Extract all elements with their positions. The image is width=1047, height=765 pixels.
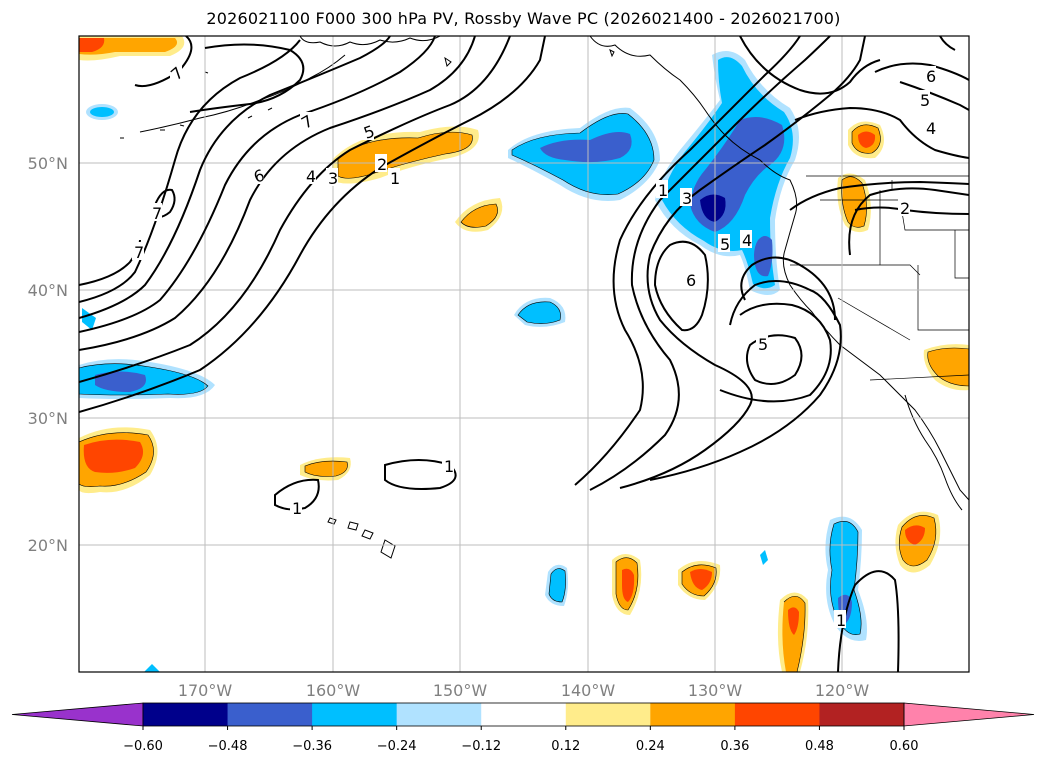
contour-labels: 7 7 6 5 4 3 2 1 7 7 1 1 1 3 [132,63,936,630]
colorbar-extend-min [11,702,144,727]
contour-label: 3 [682,189,692,208]
colorbar-segment [650,703,736,726]
lon-label: 140°W [561,681,616,700]
lon-label: 130°W [688,681,743,700]
colorbar-segment [481,703,567,726]
colorbar-tick-label: 0.24 [636,739,665,754]
colorbar-segment [734,703,820,726]
contour-label: 1 [658,181,668,200]
contour-label: 1 [292,499,302,518]
colorbar-segment [312,703,398,726]
contour-label: 1 [390,169,400,188]
colorbar: −0.60 −0.48 −0.36 −0.24 −0.12 0.12 0.24 0.36 0.4… [11,702,1035,754]
contour-label: 2 [377,155,387,174]
contour-label: 5 [758,335,768,354]
contour-label: 5 [720,235,730,254]
colorbar-border [142,702,905,727]
contour-label: 6 [686,271,696,290]
contour-label: 4 [926,119,936,138]
contour-label: 4 [306,167,316,186]
colorbar-tick-label: 0.48 [805,739,834,754]
contour-label: 4 [742,231,752,250]
gridlines [79,36,969,672]
longitude-labels: 170°W 160°W 150°W 140°W 130°W 120°W [178,681,870,700]
colorbar-tick-label: −0.24 [377,739,417,754]
contour-label: 7 [152,204,162,223]
colorbar-tick-label: −0.60 [123,739,163,754]
contour-label: 7 [134,243,144,262]
colorbar-segment [396,703,482,726]
colorbar-segment [819,703,905,726]
lon-label: 160°W [306,681,361,700]
contour-label: 5 [920,91,930,110]
map-title: 2026021100 F000 300 hPa PV, Rossby Wave … [206,9,841,28]
contour-label: 2 [900,199,910,218]
colorbar-tick-label: −0.12 [461,739,501,754]
lon-label: 150°W [433,681,488,700]
colorbar-tick-label: −0.48 [208,739,248,754]
contour-label: 1 [836,611,846,630]
contour-label: 6 [926,67,936,86]
colorbar-extend-max [903,702,1035,727]
lat-label: 30°N [28,409,68,428]
shading-outlines [79,113,969,672]
contour-label: 3 [328,169,338,188]
colorbar-segment [227,703,313,726]
colorbar-tick-label: 0.60 [890,739,919,754]
colorbar-tick-label: −0.36 [292,739,332,754]
colorbar-segment [565,703,651,726]
map-frame [78,35,970,673]
colorbar-tick-label: 0.12 [551,739,580,754]
lon-label: 170°W [178,681,233,700]
lon-label: 120°W [815,681,870,700]
lat-label: 50°N [28,154,68,173]
latitude-labels: 50°N 40°N 30°N 20°N [28,154,68,555]
coastlines [120,36,969,559]
lat-label: 40°N [28,281,68,300]
colorbar-tick-label: 0.36 [720,739,749,754]
lat-label: 20°N [28,536,68,555]
colorbar-segment [143,703,229,726]
contour-label: 1 [444,457,454,476]
